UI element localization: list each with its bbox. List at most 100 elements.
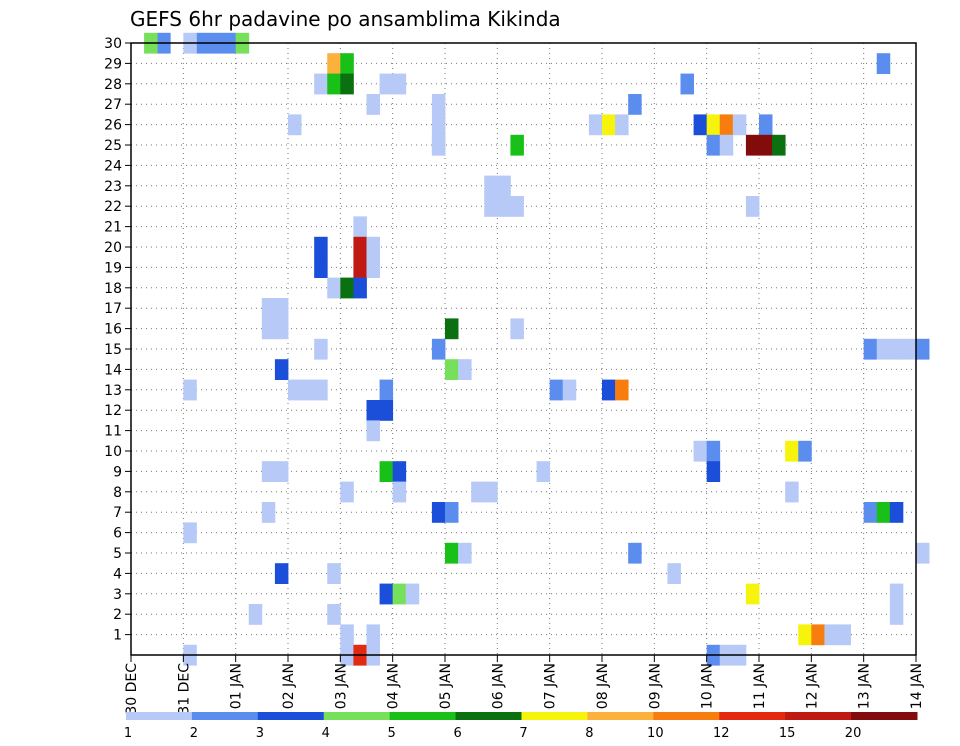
y-tick-label: 16 <box>104 322 122 338</box>
data-cell <box>340 481 354 503</box>
data-cell <box>889 338 904 360</box>
data-cell <box>916 338 930 360</box>
y-tick-label: 27 <box>104 97 122 113</box>
data-cell <box>445 318 459 340</box>
x-axis: 30 DEC 31 DEC 01 JAN 02 JAN 03 JAN 04 JAN 05 J… <box>124 655 925 715</box>
x-tick-label: 01 JAN <box>229 663 245 709</box>
data-cell <box>431 94 446 115</box>
data-cell <box>732 114 747 136</box>
data-cells <box>144 32 930 666</box>
x-tick-label: 12 JAN <box>804 663 820 709</box>
data-cell <box>261 298 276 319</box>
colorbar-label: 3 <box>256 726 264 741</box>
y-tick-label: 21 <box>104 220 122 236</box>
x-tick-label: 14 JAN <box>909 663 925 709</box>
data-cell <box>615 114 629 136</box>
data-cell <box>876 502 891 523</box>
x-tick-label: 02 JAN <box>281 663 297 709</box>
y-tick-label: 6 <box>113 526 122 542</box>
data-cell <box>628 94 642 115</box>
data-cell <box>759 134 773 156</box>
data-cell <box>353 277 367 299</box>
data-cell <box>366 420 380 442</box>
data-cell <box>798 624 812 646</box>
data-cell <box>837 624 851 646</box>
x-tick-label: 09 JAN <box>647 663 663 709</box>
data-cell <box>693 114 708 136</box>
colorbar-label: 7 <box>519 726 527 741</box>
y-tick-label: 29 <box>104 56 122 72</box>
data-cell <box>431 338 446 360</box>
data-cell <box>706 461 721 482</box>
data-cell <box>745 583 760 605</box>
y-tick-label: 22 <box>104 199 122 215</box>
data-cell <box>445 359 459 380</box>
grid-lines <box>131 43 916 655</box>
data-cell <box>379 583 394 605</box>
data-cell <box>340 73 354 95</box>
data-cell <box>510 134 524 156</box>
data-cell <box>693 440 708 462</box>
data-cell <box>392 481 407 503</box>
data-cell <box>745 196 760 217</box>
data-cell <box>392 583 407 605</box>
data-cell <box>392 73 407 95</box>
data-cell <box>824 624 838 646</box>
data-cell <box>745 134 760 156</box>
data-cell <box>602 114 616 136</box>
data-cell <box>274 461 289 482</box>
data-cell <box>340 624 354 646</box>
data-cell <box>327 604 341 625</box>
data-cell <box>379 461 394 482</box>
data-cell <box>353 216 367 238</box>
x-tick-label: 04 JAN <box>386 663 402 709</box>
data-cell <box>327 53 341 74</box>
data-cell <box>327 73 341 95</box>
chart-title: GEFS 6hr padavine po ansamblima Kikinda <box>130 7 561 31</box>
data-cell <box>314 338 328 360</box>
data-cell <box>183 522 197 544</box>
y-tick-label: 2 <box>113 607 122 623</box>
data-cell <box>314 73 328 95</box>
data-cell <box>549 379 564 401</box>
data-cell <box>667 563 681 584</box>
colorbar-segment <box>389 712 457 720</box>
data-cell <box>863 338 878 360</box>
data-cell <box>314 379 328 401</box>
data-cell <box>288 379 302 401</box>
y-tick-label: 11 <box>104 424 122 440</box>
data-cell <box>759 114 773 136</box>
colorbar-label: 8 <box>585 726 593 741</box>
data-cell <box>798 440 812 462</box>
data-cell <box>706 134 721 156</box>
y-tick-label: 12 <box>104 403 122 419</box>
data-cell <box>327 277 341 299</box>
data-cell <box>314 236 328 258</box>
y-tick-label: 20 <box>104 240 122 256</box>
data-cell <box>484 175 498 197</box>
data-cell <box>431 502 446 523</box>
y-tick-label: 1 <box>113 628 122 644</box>
y-tick-label: 30 <box>104 36 122 52</box>
data-cell <box>484 196 498 217</box>
colorbar-label: 10 <box>647 726 664 741</box>
data-cell <box>366 400 380 421</box>
data-cell <box>615 379 629 401</box>
x-tick-label: 05 JAN <box>438 663 454 709</box>
data-cell <box>484 481 498 503</box>
colorbar: 1 2 3 4 5 6 7 8 10 12 15 20 <box>124 712 918 741</box>
data-cell <box>719 114 734 136</box>
data-cell <box>261 461 276 482</box>
data-cell <box>327 563 341 584</box>
y-tick-label: 19 <box>104 260 122 276</box>
data-cell <box>602 379 616 401</box>
data-cell <box>458 359 472 380</box>
data-cell <box>301 379 315 401</box>
data-cell <box>274 318 289 340</box>
data-cell <box>288 114 302 136</box>
y-tick-label: 23 <box>104 179 122 195</box>
x-tick-label: 03 JAN <box>333 663 349 709</box>
data-cell <box>340 53 354 74</box>
colorbar-label: 15 <box>779 726 796 741</box>
